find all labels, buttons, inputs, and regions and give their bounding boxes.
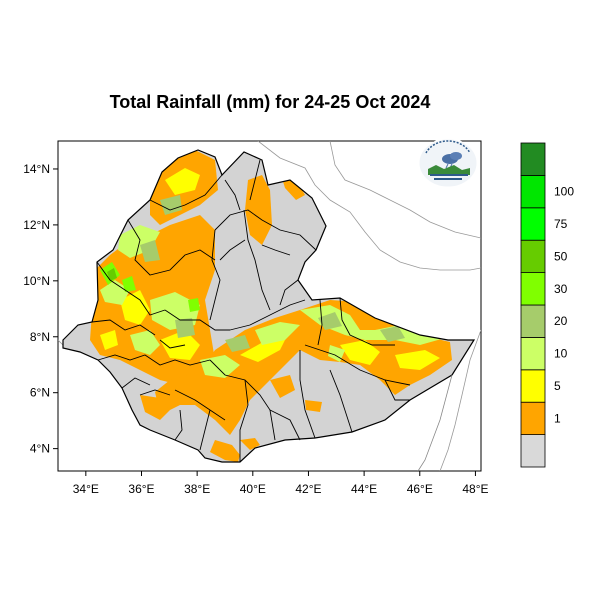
y-tick-label: 8°N bbox=[30, 330, 50, 344]
legend-swatch bbox=[520, 401, 546, 436]
legend-label: 100 bbox=[554, 185, 574, 199]
y-tick-label: 10°N bbox=[23, 274, 50, 288]
legend-label: 5 bbox=[554, 379, 561, 393]
legend-swatch bbox=[520, 239, 546, 273]
y-tick-label: 12°N bbox=[23, 218, 50, 232]
x-tick-label: 34°E bbox=[73, 482, 99, 496]
legend-swatch bbox=[520, 207, 546, 241]
y-tick-label: 14°N bbox=[23, 162, 50, 176]
legend-label: 50 bbox=[554, 249, 568, 263]
legend-swatch bbox=[520, 336, 546, 371]
y-axis: 4°N 6°N 8°N 10°N 12°N 14°N bbox=[23, 162, 58, 456]
x-tick-label: 46°E bbox=[407, 482, 433, 496]
legend-label: 20 bbox=[554, 314, 568, 328]
x-axis: 34°E 36°E 38°E 40°E 42°E 44°E 46°E 48°E bbox=[73, 471, 489, 496]
x-tick-label: 44°E bbox=[351, 482, 377, 496]
neighbour-borders bbox=[58, 141, 481, 471]
x-tick-label: 38°E bbox=[184, 482, 210, 496]
legend-label: 1 bbox=[554, 411, 561, 425]
coast-lines bbox=[417, 374, 453, 471]
legend-swatch bbox=[520, 369, 546, 403]
legend-swatch bbox=[520, 272, 546, 306]
legend-label: 75 bbox=[554, 217, 568, 231]
legend-colorbar: 1 5 10 20 30 50 75 100 bbox=[520, 142, 574, 468]
admin-borders bbox=[62, 149, 476, 463]
y-tick-label: 6°N bbox=[30, 386, 50, 400]
legend-swatch bbox=[520, 142, 546, 176]
map-title: Total Rainfall (mm) for 24-25 Oct 2024 bbox=[109, 92, 431, 112]
x-tick-label: 42°E bbox=[295, 482, 321, 496]
x-tick-label: 40°E bbox=[240, 482, 266, 496]
legend-swatch bbox=[520, 434, 546, 468]
legend-swatch bbox=[520, 174, 546, 209]
legend-label: 10 bbox=[554, 347, 568, 361]
x-tick-label: 48°E bbox=[462, 482, 488, 496]
y-tick-label: 4°N bbox=[30, 442, 50, 456]
legend-swatch bbox=[520, 304, 546, 338]
rainfall-shading bbox=[90, 150, 452, 462]
x-tick-label: 36°E bbox=[128, 482, 154, 496]
legend-label: 30 bbox=[554, 282, 568, 296]
meteorology-agency-logo bbox=[418, 138, 478, 188]
